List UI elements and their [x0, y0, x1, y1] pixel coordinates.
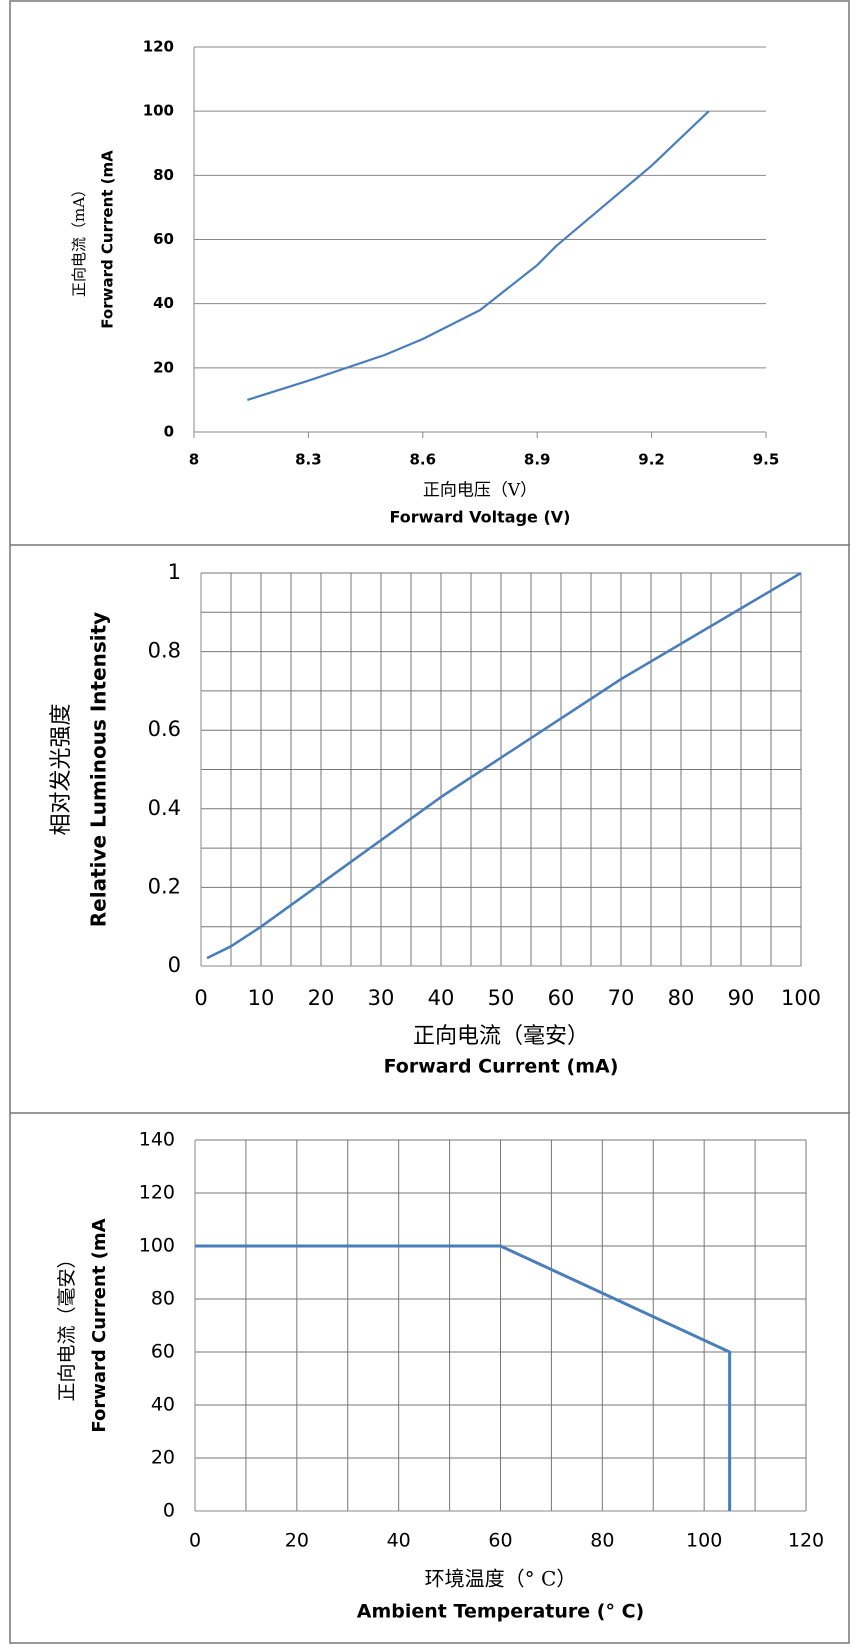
x-axis-title: 正向电压（V）: [423, 481, 537, 501]
y-tick-label: 20: [153, 358, 174, 376]
y-tick-label: 80: [151, 1288, 175, 1310]
x-tick-label: 10: [248, 986, 275, 1010]
x-tick-label: 8: [189, 451, 199, 469]
y-tick-label: 0.2: [148, 874, 181, 898]
x-tick-label: 60: [488, 1530, 512, 1552]
x-tick-label: 70: [608, 986, 635, 1010]
y-axis-title: 相对发光强度: [49, 703, 74, 835]
series-line: [206, 571, 802, 960]
x-tick-label: 8.9: [524, 451, 551, 469]
y-tick-label: 140: [139, 1129, 175, 1151]
y-axis-title: Relative Luminous Intensity: [87, 612, 111, 927]
y-tick-label: 0: [163, 1500, 175, 1522]
x-tick-label: 20: [285, 1530, 309, 1552]
y-tick-label: 60: [153, 230, 174, 248]
x-tick-label: 80: [668, 986, 695, 1010]
y-tick-label: 0: [168, 953, 181, 977]
x-tick-label: 8.6: [410, 451, 437, 469]
y-tick-label: 20: [151, 1447, 175, 1469]
y-tick-label: 80: [153, 166, 174, 184]
x-tick-label: 9.5: [753, 451, 780, 469]
y-tick-label: 100: [139, 1235, 175, 1257]
y-axis-title: 正向电流（毫安）: [56, 1249, 78, 1401]
x-axis-title: 正向电流（毫安）: [413, 1024, 589, 1049]
x-tick-label: 90: [728, 986, 755, 1010]
series-line: [195, 1244, 732, 1511]
x-axis-title: Forward Voltage (V): [390, 508, 571, 527]
y-tick-label: 0.6: [148, 717, 181, 741]
y-tick-label: 0.8: [148, 639, 181, 663]
x-tick-label: 80: [590, 1530, 614, 1552]
y-axis-title: Forward Current (mA: [99, 150, 117, 329]
y-tick-label: 120: [139, 1182, 175, 1204]
x-tick-label: 0: [189, 1530, 201, 1552]
x-axis-title: Forward Current (mA): [384, 1056, 619, 1078]
y-tick-label: 0.4: [148, 796, 181, 820]
y-tick-label: 40: [151, 1394, 175, 1416]
y-tick-label: 60: [151, 1341, 175, 1363]
y-tick-label: 120: [143, 38, 174, 56]
x-tick-label: 8.3: [295, 451, 322, 469]
y-axis-title: 正向电流（mA）: [70, 182, 88, 297]
x-tick-label: 40: [387, 1530, 411, 1552]
x-tick-label: 50: [488, 986, 515, 1010]
x-tick-label: 40: [428, 986, 455, 1010]
x-tick-label: 100: [686, 1530, 722, 1552]
frame: [9, 0, 850, 1644]
y-tick-label: 100: [143, 102, 174, 120]
series-line: [247, 110, 710, 401]
x-tick-label: 9.2: [638, 451, 665, 469]
x-tick-label: 30: [368, 986, 395, 1010]
x-tick-label: 60: [548, 986, 575, 1010]
y-tick-label: 0: [164, 423, 174, 441]
x-axis-title: 环境温度（° C）: [425, 1567, 577, 1591]
y-tick-label: 1: [168, 560, 181, 584]
x-tick-label: 100: [781, 986, 821, 1010]
x-tick-label: 120: [788, 1530, 824, 1552]
x-tick-label: 0: [194, 986, 207, 1010]
y-tick-label: 40: [153, 294, 174, 312]
x-tick-label: 20: [308, 986, 335, 1010]
y-axis-title: Forward Current (mA: [89, 1218, 110, 1432]
x-axis-title: Ambient Temperature (° C): [357, 1601, 644, 1623]
